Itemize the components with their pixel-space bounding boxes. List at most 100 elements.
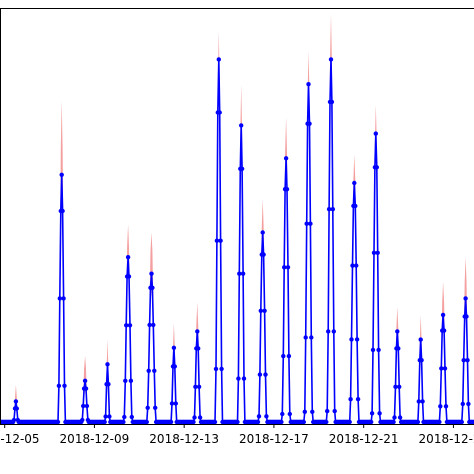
- series-point: [374, 165, 379, 170]
- series-point: [419, 358, 424, 363]
- series-point: [241, 376, 247, 381]
- series-point: [373, 131, 378, 136]
- series-point: [285, 265, 291, 270]
- series-point: [56, 383, 62, 388]
- series-point: [324, 419, 329, 425]
- series-marker-layer: [0, 57, 474, 425]
- series-point: [173, 401, 178, 406]
- series-point: [103, 414, 108, 419]
- series-point: [440, 312, 446, 318]
- series-point: [121, 419, 126, 425]
- series-point: [284, 187, 290, 192]
- series-point: [82, 378, 88, 383]
- x-tick-label: 2018-12-05: [0, 432, 40, 446]
- series-point: [416, 399, 421, 404]
- series-point: [83, 386, 89, 391]
- series-point: [354, 263, 359, 268]
- series-point: [377, 411, 382, 416]
- series-point: [257, 372, 263, 377]
- series-point: [301, 419, 306, 425]
- series-point: [171, 345, 177, 350]
- series-point: [348, 397, 353, 402]
- series-point: [151, 322, 156, 328]
- series-point: [124, 323, 129, 328]
- series-point: [349, 337, 354, 342]
- series-point: [279, 419, 284, 425]
- series-point: [347, 419, 352, 425]
- series-point: [235, 419, 240, 425]
- series-point: [193, 384, 198, 389]
- series-point: [80, 417, 85, 423]
- series-point: [302, 409, 307, 414]
- series-point: [438, 404, 443, 409]
- series-point: [303, 335, 308, 340]
- series-point: [239, 166, 245, 171]
- series-point: [328, 57, 334, 62]
- series-point: [308, 221, 313, 226]
- series-point: [195, 329, 200, 334]
- series-point: [306, 82, 311, 87]
- series-point: [304, 221, 309, 226]
- series-point: [122, 414, 127, 420]
- plot-frame: [0, 8, 474, 425]
- series-point: [461, 358, 466, 363]
- series-point: [237, 271, 242, 276]
- series-point: [213, 366, 219, 372]
- series-point: [57, 296, 62, 301]
- series-line: [0, 59, 474, 423]
- series-point: [309, 335, 314, 340]
- series-point: [376, 347, 381, 353]
- x-tick-label: 2018-12-09: [60, 432, 130, 446]
- series-point: [60, 208, 65, 214]
- series-point: [13, 399, 19, 404]
- series-point: [145, 405, 150, 410]
- series-point: [355, 397, 361, 402]
- series-point: [391, 419, 396, 425]
- series-point: [332, 408, 337, 414]
- series-point: [415, 419, 421, 425]
- series-point: [61, 296, 66, 301]
- series-point: [396, 346, 401, 351]
- series-point: [286, 353, 292, 359]
- series-point: [442, 366, 448, 371]
- series-point: [55, 419, 61, 425]
- series-point: [126, 274, 132, 279]
- series-point: [460, 401, 465, 407]
- series-point: [331, 329, 336, 334]
- series-point: [217, 110, 222, 115]
- series-point: [437, 419, 442, 425]
- series-point: [102, 419, 107, 425]
- series-point: [466, 401, 471, 407]
- series-point: [393, 384, 398, 389]
- series-point: [150, 285, 155, 290]
- series-point: [471, 419, 474, 425]
- series-point: [239, 123, 244, 128]
- x-tick-label: 2018-12-25: [419, 432, 474, 446]
- series-point: [262, 308, 267, 313]
- series-point: [152, 368, 157, 373]
- series-point: [123, 378, 128, 383]
- series-point: [397, 384, 402, 389]
- series-point: [439, 366, 444, 371]
- series-point: [172, 364, 177, 369]
- series-point: [261, 252, 266, 257]
- series-point: [418, 337, 423, 342]
- series-point: [443, 404, 449, 409]
- series-point: [464, 314, 469, 319]
- series-point: [325, 408, 330, 414]
- series-point: [105, 362, 110, 367]
- series-point: [144, 419, 149, 425]
- series-point: [260, 230, 265, 235]
- uncertainty-band: [0, 14, 474, 422]
- series-point: [465, 358, 470, 363]
- series-point: [463, 296, 468, 301]
- series-point: [354, 337, 360, 342]
- series-point: [219, 366, 224, 372]
- series-point: [84, 403, 90, 409]
- series-point: [128, 378, 134, 383]
- series-point: [59, 172, 64, 177]
- series-point: [255, 419, 261, 425]
- series-point: [369, 419, 374, 425]
- x-tick-label: 2018-12-17: [239, 432, 309, 446]
- x-tick-label: 2018-12-21: [329, 432, 399, 446]
